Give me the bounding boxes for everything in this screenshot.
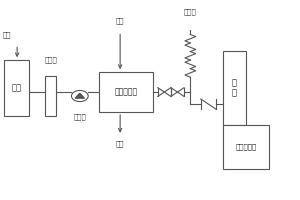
Bar (46, 76, 56, 116)
Text: 疏水: 疏水 (116, 140, 124, 147)
Bar (4, 60, 29, 116)
Text: 过滤器: 过滤器 (44, 56, 57, 63)
Bar (223, 125, 269, 169)
Bar (223, 51, 246, 125)
Text: 驰放气: 驰放气 (184, 8, 197, 15)
Text: 柱塞泵: 柱塞泵 (74, 114, 86, 120)
Text: 炫
嘴: 炫 嘴 (232, 78, 237, 98)
Text: 废水: 废水 (3, 31, 12, 38)
Circle shape (71, 90, 88, 102)
Polygon shape (75, 93, 84, 98)
Text: 蒸汽: 蒸汽 (116, 17, 124, 24)
Text: 煤气发生炉: 煤气发生炉 (236, 143, 257, 150)
Bar (99, 72, 153, 112)
Text: 废水预热器: 废水预热器 (115, 88, 138, 97)
Text: 水槽: 水槽 (11, 84, 21, 93)
